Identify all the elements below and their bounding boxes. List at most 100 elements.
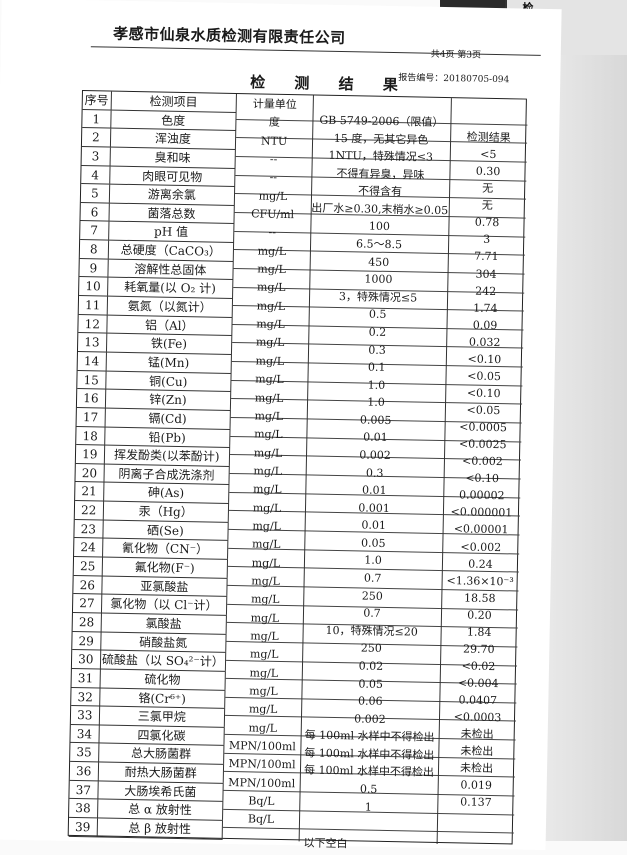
row-item: 锌(Zn) [105,389,232,410]
row-result: 未检出 [460,744,494,759]
row-limit: 1NTU，特殊情况≤3 [328,148,434,164]
row-item: 四氯化碳 [99,725,225,746]
row-item: 阴离子合成洗涤剂 [104,464,230,485]
row-result: <0.05 [467,369,502,384]
row-seq: 32 [71,687,101,706]
row-item: 砷(As) [103,482,230,504]
row-item: 铜(Cu) [105,371,232,392]
row-unit: mg/L [251,555,281,570]
row-seq: 10 [79,277,109,296]
row-seq: 20 [75,463,105,482]
row-item: 锰(Mn) [106,352,232,373]
row-limit: 0.7 [363,571,382,585]
row-result: 0.019 [460,778,493,793]
row-result: <0.10 [467,352,502,366]
row-unit: Bq/L [248,794,275,808]
row-result: 242 [475,284,497,298]
row-result: <0.0025 [458,437,507,452]
company-name: 孝感市仙泉水质检测有限责任公司 [112,24,346,48]
row-seq: 35 [70,743,100,762]
row-limit: 450 [368,255,390,269]
row-result: 0.137 [460,795,492,810]
row-unit: mg/L [255,372,284,387]
row-limit: 250 [361,589,383,603]
row-item: 汞（Hg） [103,501,230,522]
row-result: 1.74 [473,301,498,315]
row-unit: mg/L [252,500,282,515]
item-grid: 序号 检测项目 1 色度 2 浑浊度 3 臭和味 4 肉眼可见物 5 游离余氯 6 菌落总数 7 pH 值… [68,91,237,840]
page-title: 检 测 结 果 [250,73,410,95]
row-result: 18.58 [463,591,496,605]
row-limit: 每 100ml 水样中不得检出 [303,763,435,780]
row-unit: mg/L [249,666,279,680]
row-unit: mg/L [250,592,280,607]
row-result: <1.36×10⁻³ [446,573,514,589]
row-item: 铝（Al） [106,315,233,336]
row-item: 肉眼可见物 [109,166,236,187]
row-seq: 19 [75,445,105,464]
row-item: 亚氯酸盐 [101,576,228,597]
row-unit: mg/L [251,537,281,552]
row-item: 挥发酚类(以苯酚计) [104,445,231,466]
row-unit: mg/L [253,445,283,460]
result-column: 检测结果 <5 0.30 无无 0.78 3 7.71 304 242 1.74 0.09 0.03… [437,130,527,811]
row-unit: -- [269,171,278,185]
report-page: 孝感市仙泉水质检测有限责任公司 共4页 第3页 报告编号：20180705-09… [67,24,541,851]
row-result: <0.002 [460,539,502,554]
row-seq: 15 [77,370,107,389]
row-result: 0.032 [468,335,501,349]
header-seq: 序号 [82,91,112,110]
unit-column: 计量单位 度 NTU -- -- mg/L CFU/ml -- mg/L mg/L mg/L mg/… [223,97,313,828]
row-seq: 1 [82,109,112,128]
row-seq: 39 [68,817,98,837]
row-item: 铁(Fe) [106,333,233,354]
page-count: 共4页 第3页 [430,49,482,61]
row-seq: 30 [71,650,101,669]
row-seq: 3 [81,146,111,166]
results-table: 序号 检测项目 1 色度 2 浑浊度 3 臭和味 4 肉眼可见物 5 游离余氯 6 菌落总数 7 pH 值… [67,90,528,845]
row-result: <0.004 [457,676,499,691]
row-limit: 0.01 [361,518,387,533]
row-result: <0.10 [465,471,500,486]
row-result: 304 [475,267,497,281]
row-limit: 0.001 [358,501,390,515]
row-result: <0.05 [466,403,501,418]
row-item: 硝酸盐氮 [100,632,227,653]
row-unit: NTU [260,134,288,148]
row-unit: CFU/ml [251,207,295,222]
row-limit: 0.2 [368,325,387,339]
row-unit: 度 [268,115,281,130]
row-unit: mg/L [249,647,279,662]
row-unit: mg/L [256,280,286,295]
table-row: 39 总 β 放射性 [68,817,223,840]
row-unit: mg/L [255,354,285,368]
row-seq: 38 [69,799,99,818]
row-unit: mg/L [257,262,286,277]
row-limit: 0.05 [360,536,386,550]
row-limit: 每 100ml 水样中不得检出 [304,746,435,762]
row-item: 氯化物（以 Cl⁻计） [101,594,228,615]
row-divider [222,827,514,834]
row-limit: 15 度，无其它异色 [333,131,429,147]
row-unit: mg/L [254,427,283,442]
row-limit: 不得含有 [357,184,403,199]
row-seq: 8 [79,240,109,259]
row-result: <0.02 [461,659,496,674]
row-limit: 1.0 [367,378,386,392]
row-seq: 11 [78,296,108,315]
row-unit: mg/L [253,464,283,478]
row-result: 29.70 [462,642,495,656]
row-result: 未检出 [460,727,494,742]
row-seq: 23 [74,519,104,538]
row-seq: 37 [69,780,99,799]
row-limit: 每 100ml 水样中不得检出 [304,728,435,745]
row-unit: mg/L [256,299,286,313]
row-limit: 0.5 [368,307,387,322]
row-item: 氯酸盐 [101,613,227,634]
row-result: 未检出 [459,761,494,776]
row-item: 总硬度（CaCO₃） [108,240,235,261]
row-seq: 31 [71,668,101,687]
row-seq: 27 [72,594,102,613]
row-limit: 6.5～8.5 [355,237,403,252]
row-item: 硒(Se) [103,520,229,541]
